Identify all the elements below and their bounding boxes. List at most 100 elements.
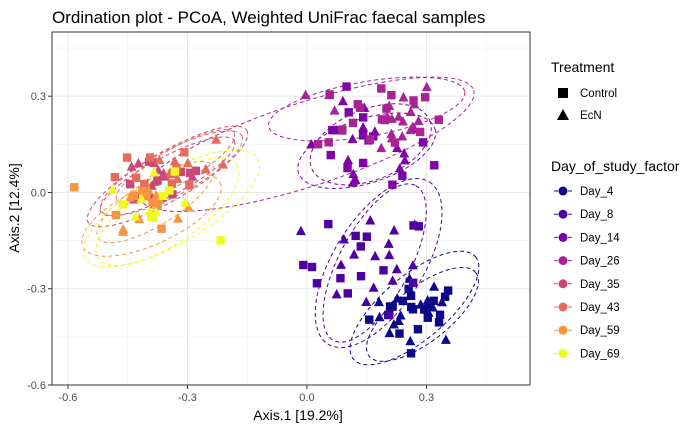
point-control [390,138,400,147]
point-ecn [160,171,171,181]
point-control [351,231,360,241]
point-control [358,158,368,168]
point-ecn [422,295,433,305]
point-control [149,158,158,168]
point-control [355,103,365,112]
point-control [70,183,79,192]
point-control [343,289,352,298]
point-ecn [440,334,451,344]
point-control [312,279,322,288]
point-ecn [373,296,384,307]
legend-treatment: Treatment Control EcN [551,59,617,122]
point-control [406,349,416,358]
y-tick-label: 0.3 [31,91,46,103]
point-ecn [421,81,432,92]
point-ecn [169,155,180,166]
point-control [434,318,444,327]
point-control [377,84,386,93]
point-control [388,180,397,189]
point-control [148,213,158,222]
legend-day-dot [558,348,568,358]
plot-border [51,31,531,386]
x-axis-label: Axis.1 [19.2%] [253,407,343,423]
point-control [379,266,388,275]
point-ecn [179,197,190,207]
point-ecn [338,234,349,244]
y-tick-label: -0.3 [27,284,46,296]
point-control [185,180,194,190]
point-ecn [300,89,311,100]
point-control [387,90,396,100]
point-control [415,127,425,137]
point-ecn [358,122,369,132]
point-ecn [383,238,394,248]
point-control [148,198,157,207]
point-ecn [399,148,410,158]
point-ecn [389,225,400,235]
point-ecn [343,154,354,165]
legend-treatment-title: Treatment [551,59,614,75]
legend-treatment-label: EcN [580,110,602,122]
point-ecn [133,158,144,168]
point-control [165,186,174,195]
point-ecn [436,296,447,307]
point-ecn [347,133,358,144]
point-control [418,138,428,147]
point-control [185,168,195,178]
point-control [118,200,128,209]
point-ecn [393,315,404,325]
point-control [313,139,323,149]
point-ecn [393,111,404,121]
point-control [429,296,438,306]
point-ecn [329,105,340,115]
point-ecn [415,299,426,309]
point-control [125,179,135,189]
point-control [307,262,317,272]
point-control [395,329,404,338]
points [70,81,453,358]
legend-day-dot [558,186,568,196]
point-ecn [370,250,381,261]
chart-title: Ordination plot - PCoA, Weighted UniFrac… [52,8,485,27]
x-tick-label: -0.3 [178,392,197,404]
x-tick-label: 0.0 [299,392,314,404]
point-ecn [391,263,402,274]
point-control [325,90,334,99]
point-ecn [173,213,184,223]
confidence-ellipse [95,157,240,267]
point-control [157,224,166,233]
point-control [348,118,358,128]
point-ecn [125,192,136,202]
point-control [358,131,368,140]
legend-day-dot [558,209,568,219]
confidence-ellipse [99,130,244,217]
point-ecn [368,282,379,292]
y-axis-ticks: -0.6 -0.3 0.0 0.3 [27,91,52,392]
point-control [434,115,443,124]
x-axis-ticks: -0.6 -0.3 0.0 0.3 [58,385,434,404]
legend-day-label: Day_69 [580,348,620,360]
point-control [408,278,418,287]
point-ecn [374,311,385,322]
point-control [145,153,155,162]
legend-square-icon [558,88,568,98]
point-ecn [143,184,154,195]
point-control [435,310,445,319]
point-control [180,148,189,157]
point-control [365,315,374,324]
point-ecn [407,121,418,131]
point-control [153,176,162,185]
point-ecn [361,296,372,306]
y-tick-label: -0.6 [27,380,46,392]
point-ecn [172,173,183,183]
point-control [440,292,450,301]
legend-day-label: Day_43 [580,302,620,314]
point-ecn [376,142,387,153]
legend-day-label: Day_26 [580,256,620,268]
point-control [423,313,432,322]
legend-day-label: Day_4 [580,186,614,198]
point-control [343,163,352,173]
point-ecn [387,275,398,285]
point-control [443,286,453,295]
